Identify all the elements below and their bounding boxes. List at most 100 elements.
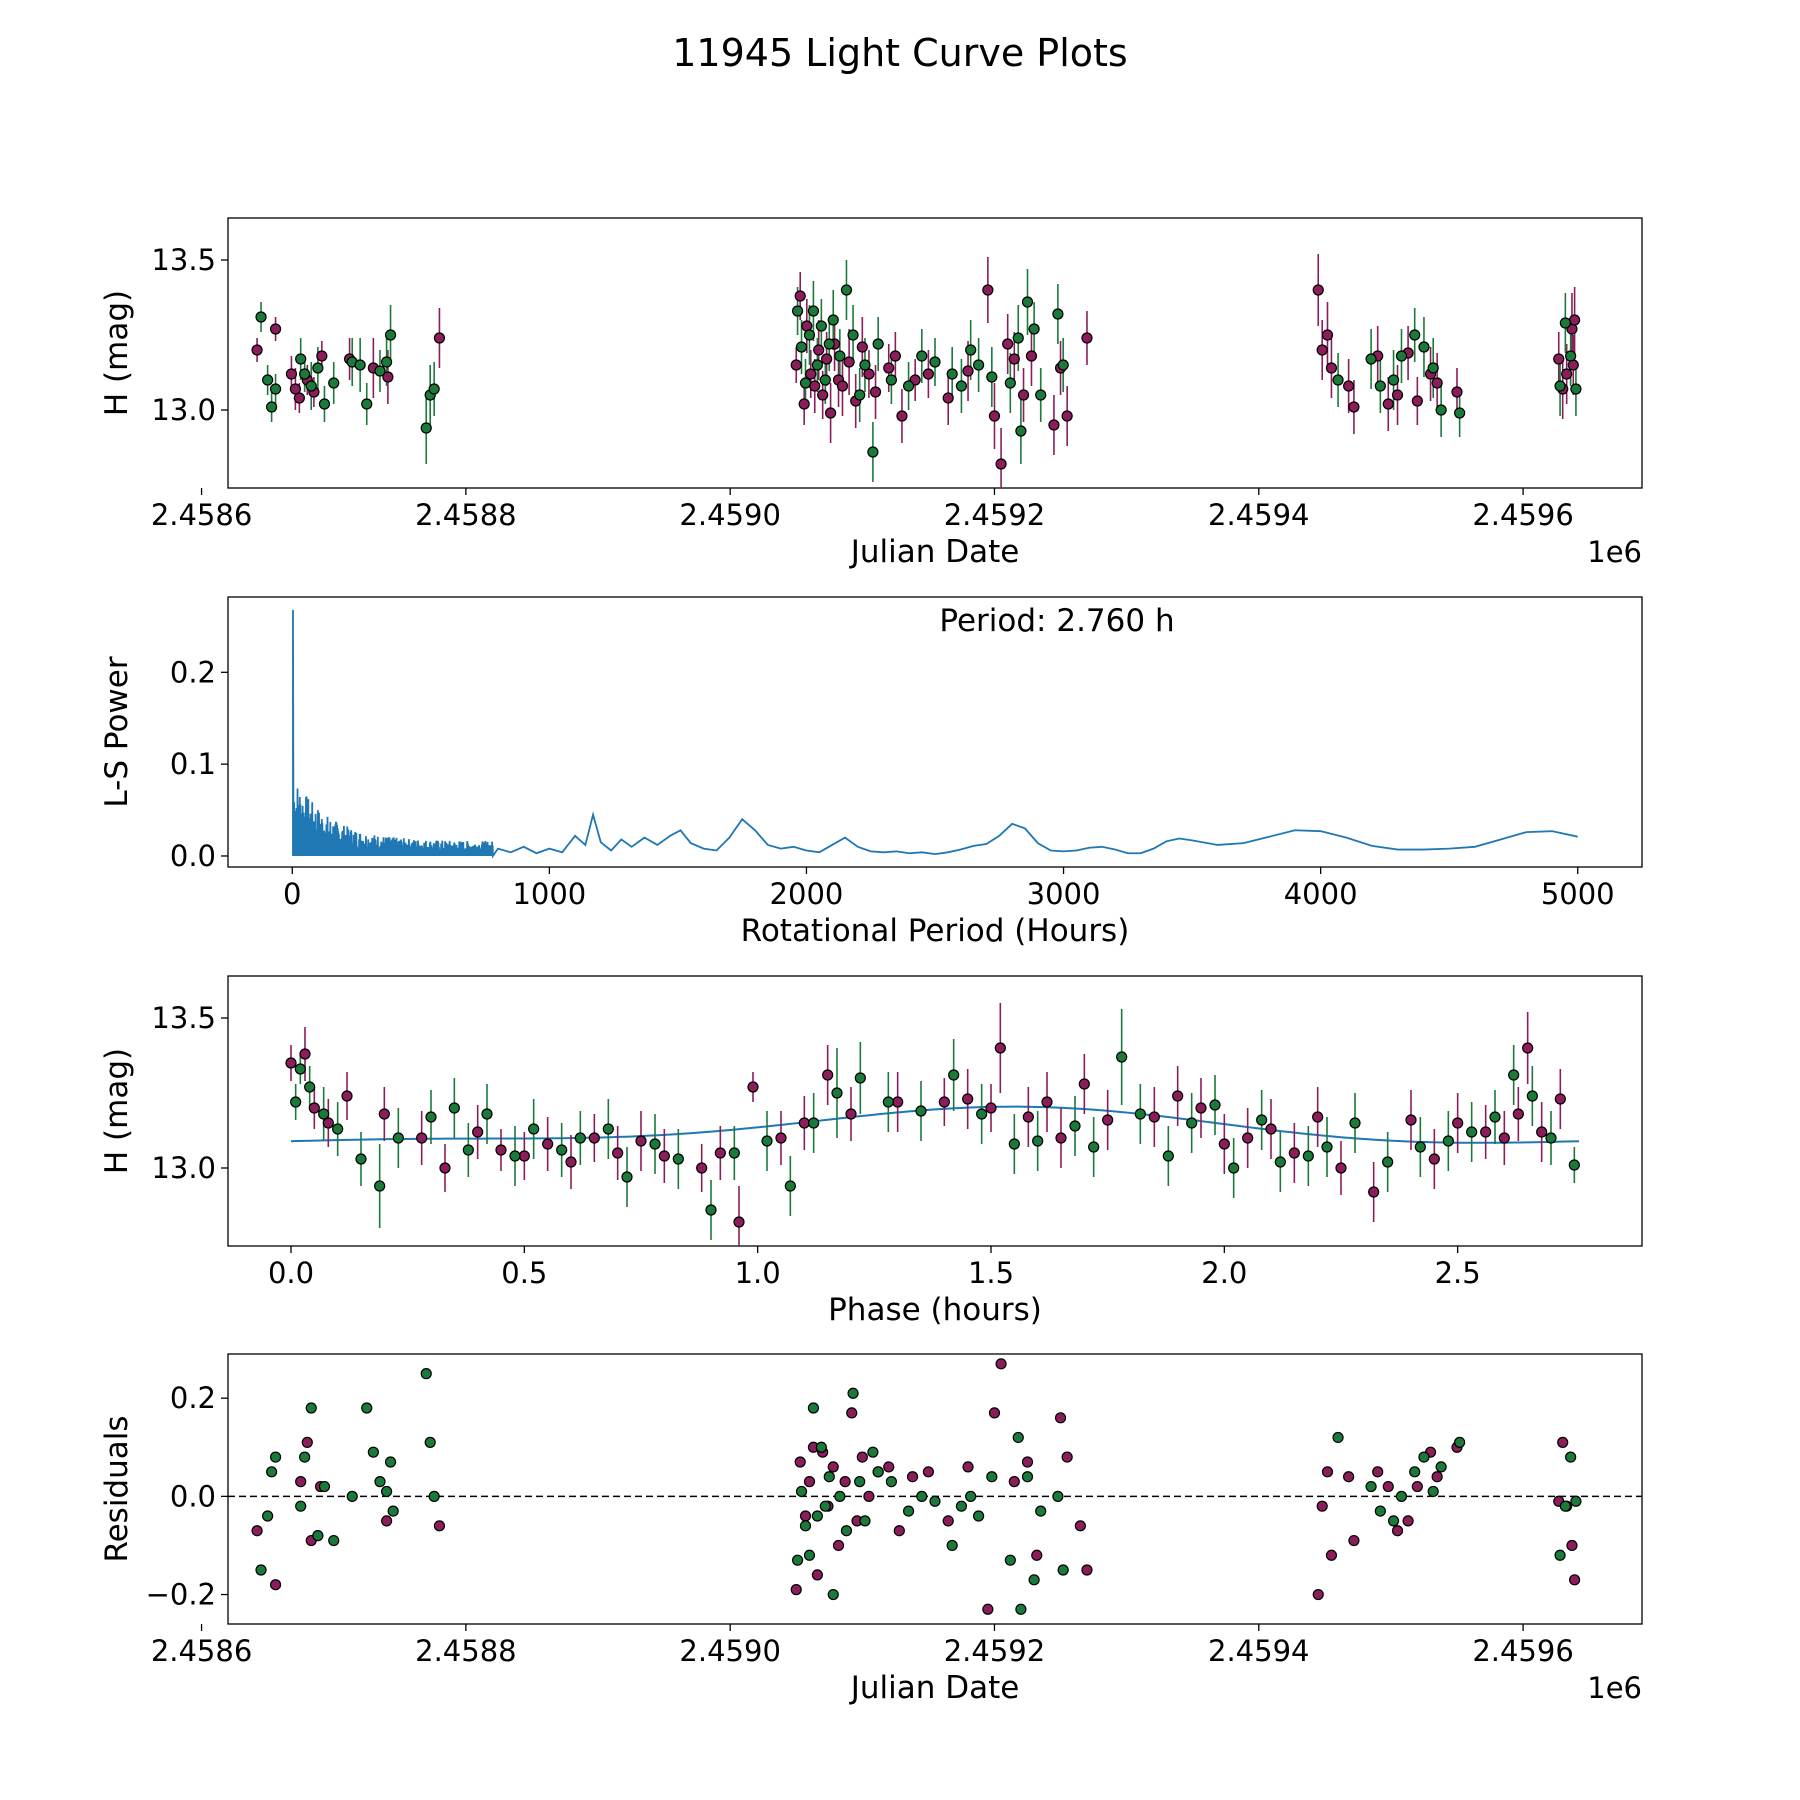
- phased-point: [1256, 1114, 1268, 1126]
- residuals-point: [346, 1490, 358, 1502]
- lightcurve-point: [1035, 389, 1047, 401]
- residuals-point: [301, 1436, 313, 1448]
- phased-point: [1522, 1042, 1534, 1054]
- phased-point: [1442, 1135, 1454, 1147]
- lightcurve-point: [836, 380, 849, 392]
- residuals-ytick-label: 0.0: [170, 1479, 216, 1513]
- periodogram-xtick-label: 3000: [1027, 877, 1101, 911]
- lightcurve-point: [834, 350, 846, 362]
- residuals-point: [1348, 1534, 1360, 1547]
- residuals-data: [228, 1358, 1642, 1615]
- residuals-point: [840, 1525, 853, 1537]
- lightcurve-point: [1418, 341, 1430, 353]
- residuals-ylabel: Residuals: [99, 1415, 135, 1562]
- periodogram-ylabel: L-S Power: [99, 656, 135, 807]
- residuals-point: [1569, 1574, 1581, 1586]
- residuals-point: [832, 1539, 845, 1552]
- phased-point: [1008, 1138, 1020, 1150]
- lightcurve-xlabel: Julian Date: [849, 534, 1020, 570]
- phased-point: [1055, 1132, 1067, 1144]
- residuals-point: [380, 1515, 393, 1527]
- residuals-point: [1008, 1476, 1020, 1488]
- phased-point: [1368, 1186, 1380, 1198]
- phased-point: [588, 1132, 600, 1144]
- phased-ytick-label: 13.0: [151, 1151, 216, 1185]
- phased-point: [1312, 1111, 1324, 1123]
- lightcurve-xtick-label: 2.4586: [151, 498, 252, 532]
- residuals-point: [1316, 1500, 1328, 1512]
- residuals-point: [1325, 1549, 1338, 1561]
- lightcurve-point: [1427, 362, 1439, 374]
- lightcurve-point: [433, 332, 446, 344]
- lightcurve-point: [318, 398, 331, 410]
- residuals-point: [305, 1402, 317, 1414]
- residuals-point: [811, 1569, 823, 1581]
- residuals-point: [1570, 1495, 1582, 1507]
- residuals-point: [1431, 1471, 1443, 1483]
- residuals-point: [859, 1515, 871, 1527]
- lightcurve-point: [1561, 368, 1573, 380]
- phased-point: [962, 1093, 974, 1105]
- residuals-point: [1035, 1505, 1047, 1517]
- lightcurve-point: [962, 365, 974, 377]
- lightcurve-point: [1451, 386, 1463, 398]
- residuals-point: [846, 1407, 858, 1419]
- lightcurve-point: [867, 446, 879, 458]
- phased-point: [976, 1108, 988, 1120]
- lightcurve-point: [946, 368, 958, 380]
- phased-point: [938, 1096, 950, 1108]
- residuals-point: [982, 1603, 994, 1615]
- lightcurve-xtick-label: 2.4590: [679, 498, 780, 532]
- residuals-point: [262, 1510, 274, 1522]
- lightcurve-point: [305, 380, 317, 392]
- residuals-xtick-label: 2.4594: [1208, 1634, 1309, 1668]
- phased-point: [392, 1132, 404, 1144]
- lightcurve-point: [847, 329, 859, 341]
- phased-ytick-label: 13.5: [151, 1001, 216, 1035]
- lightcurve-point: [285, 368, 298, 380]
- lightcurve-point: [262, 374, 274, 386]
- residuals-point: [1332, 1431, 1344, 1444]
- residuals-point: [1365, 1480, 1377, 1493]
- phased-point: [378, 1108, 390, 1120]
- lightcurve-point: [840, 284, 853, 296]
- phased-point: [332, 1123, 344, 1135]
- residuals-point: [827, 1461, 839, 1473]
- lightcurve-point: [863, 368, 875, 380]
- phased-point: [542, 1138, 554, 1150]
- lightcurve-point: [428, 383, 440, 395]
- residuals-point: [1021, 1471, 1034, 1483]
- lightcurve-point: [885, 374, 897, 386]
- phased-point: [1274, 1156, 1286, 1168]
- residuals-point: [1374, 1505, 1386, 1517]
- lightcurve-point: [803, 329, 816, 341]
- periodogram-ytick-label: 0.2: [170, 655, 216, 689]
- residuals-point: [834, 1490, 846, 1502]
- lightcurve-axes-frame: [227, 217, 1643, 489]
- periodogram-xtick-label: 0: [283, 877, 301, 911]
- residuals-point: [856, 1451, 868, 1463]
- lightcurve-point: [995, 458, 1007, 470]
- residuals-point: [847, 1387, 859, 1399]
- lightcurve-point: [922, 368, 934, 380]
- residuals-point: [1015, 1603, 1027, 1615]
- phased-point: [1265, 1123, 1277, 1135]
- residuals-xtick-label: 2.4596: [1472, 1634, 1573, 1668]
- phased-xtick-label: 0.5: [501, 1256, 547, 1290]
- lightcurve-point: [1570, 383, 1582, 395]
- residuals-point: [863, 1490, 875, 1502]
- phased-point: [1349, 1117, 1361, 1129]
- residuals-point: [1557, 1436, 1569, 1448]
- residuals-point: [839, 1476, 851, 1488]
- lightcurve-point: [354, 359, 366, 371]
- lightcurve-point: [1365, 353, 1377, 365]
- lightcurve-xtick-label: 2.4596: [1472, 498, 1573, 532]
- model-curve: [290, 1105, 1580, 1144]
- residuals-point: [1061, 1451, 1073, 1463]
- residuals-point: [1343, 1471, 1355, 1483]
- residuals-point: [902, 1505, 915, 1517]
- residuals-point: [1028, 1574, 1040, 1586]
- phased-point: [728, 1147, 740, 1159]
- phased-point: [658, 1150, 670, 1162]
- lightcurve-point: [986, 371, 998, 383]
